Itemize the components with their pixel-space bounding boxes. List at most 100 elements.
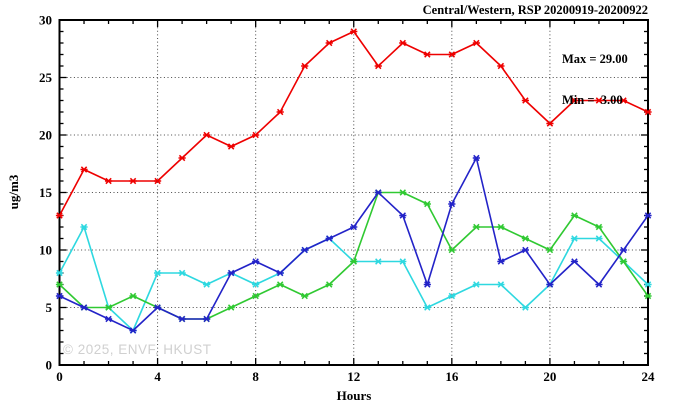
x-tick-label: 0 (56, 369, 63, 384)
series-cyan-marker (570, 235, 579, 242)
series-cyan-marker (595, 235, 603, 242)
y-tick-label: 25 (39, 70, 53, 85)
series-green-marker (350, 258, 358, 265)
series-blue-marker (374, 189, 382, 196)
series-blue-marker (399, 212, 407, 219)
y-tick-label: 30 (39, 13, 52, 28)
series-green-marker (619, 258, 628, 265)
series-blue-marker (521, 246, 529, 254)
series-red-marker (153, 177, 162, 185)
series-red-marker (521, 97, 529, 104)
series-blue-marker (644, 212, 652, 219)
series-cyan-marker (374, 258, 382, 265)
x-tick-label: 12 (347, 369, 360, 384)
series-green-marker (399, 189, 407, 196)
series-blue-marker (80, 304, 88, 311)
series-red-marker (203, 131, 211, 139)
x-tick-label: 24 (642, 369, 656, 384)
y-tick-label: 0 (46, 358, 53, 373)
series-red-marker (595, 97, 603, 104)
series-green-marker (129, 292, 137, 300)
series-red-marker (399, 39, 407, 47)
series-blue-marker (497, 258, 505, 265)
series-cyan-marker (497, 281, 505, 288)
min-value-label: Min = 3.00 (562, 92, 623, 107)
series-green-marker (448, 246, 456, 254)
y-axis-label: ug/m3 (6, 174, 21, 210)
series-green-marker (423, 200, 431, 208)
series-cyan-marker (644, 281, 652, 288)
series-red-marker (472, 39, 480, 47)
y-tick-label: 5 (46, 300, 53, 315)
series-blue-marker (153, 304, 162, 311)
series-blue-marker (276, 269, 284, 277)
series-blue-marker (325, 235, 333, 242)
series-red-marker (374, 62, 382, 70)
series-green-marker (55, 281, 64, 288)
series-cyan-marker (399, 258, 407, 265)
series-green-marker (570, 212, 579, 219)
series-blue-marker (423, 281, 431, 288)
series-blue-marker (55, 292, 64, 300)
series-blue-marker (595, 281, 603, 288)
series-red-marker (423, 51, 431, 58)
series-green-marker (227, 304, 235, 311)
series-cyan-marker (178, 269, 186, 277)
series-blue-marker (252, 258, 260, 265)
series-red-marker (644, 108, 652, 116)
series-blue-marker (301, 246, 309, 254)
series-blue-marker (570, 258, 579, 265)
series-cyan-marker (203, 281, 211, 288)
series-blue-marker (546, 281, 554, 288)
series-green-marker (521, 235, 529, 242)
series-cyan-line (58, 226, 649, 332)
series-green-marker (325, 281, 333, 288)
max-value-label: Max = 29.00 (562, 52, 628, 66)
series-green-marker (301, 292, 309, 300)
series-blue-marker (448, 200, 456, 208)
series-cyan-marker (153, 269, 162, 277)
series-cyan-marker (252, 281, 260, 288)
series-blue-marker (472, 154, 480, 162)
series-cyan-marker (521, 304, 529, 311)
series-cyan-marker (448, 292, 456, 300)
chart-title: Central/Western, RSP 20200919-20200922 (422, 3, 648, 17)
series-green-marker (546, 246, 554, 254)
series-cyan-marker (423, 304, 431, 311)
series-red-marker (55, 212, 64, 219)
series-red-marker (129, 177, 137, 185)
plot-border (58, 19, 649, 366)
x-tick-label: 4 (154, 369, 161, 384)
series-red-line (58, 30, 649, 216)
series-blue-marker (227, 269, 235, 277)
series-red-marker (448, 51, 456, 58)
series-red-marker (325, 39, 333, 47)
y-tick-label: 10 (39, 243, 52, 258)
series-red-marker (301, 62, 309, 70)
series-green-marker (104, 304, 113, 311)
series-red-marker (570, 97, 579, 104)
y-tick-label: 15 (39, 185, 53, 200)
series-blue-marker (178, 315, 186, 323)
series-cyan-marker (472, 281, 480, 288)
series-red-marker (227, 143, 235, 150)
series-red-marker (619, 97, 628, 104)
series-red-marker (276, 108, 284, 116)
series-green-marker (252, 292, 260, 300)
series-green-marker (644, 292, 652, 300)
series-red-marker (546, 120, 554, 127)
series-green-marker (497, 223, 505, 231)
watermark: © 2025, ENVF, HKUST (63, 342, 212, 357)
series-green-marker (472, 223, 480, 231)
series-cyan-marker (55, 269, 64, 277)
y-tick-label: 20 (39, 128, 52, 143)
x-axis-label: Hours (336, 388, 372, 403)
series-red-marker (104, 177, 113, 185)
series-blue-marker (129, 327, 137, 334)
max-min-annotation: Max = 29.00 Min = 3.00 (562, 26, 628, 134)
series-red-marker (497, 62, 505, 70)
series-blue-marker (619, 246, 628, 254)
series-cyan-marker (80, 223, 88, 231)
